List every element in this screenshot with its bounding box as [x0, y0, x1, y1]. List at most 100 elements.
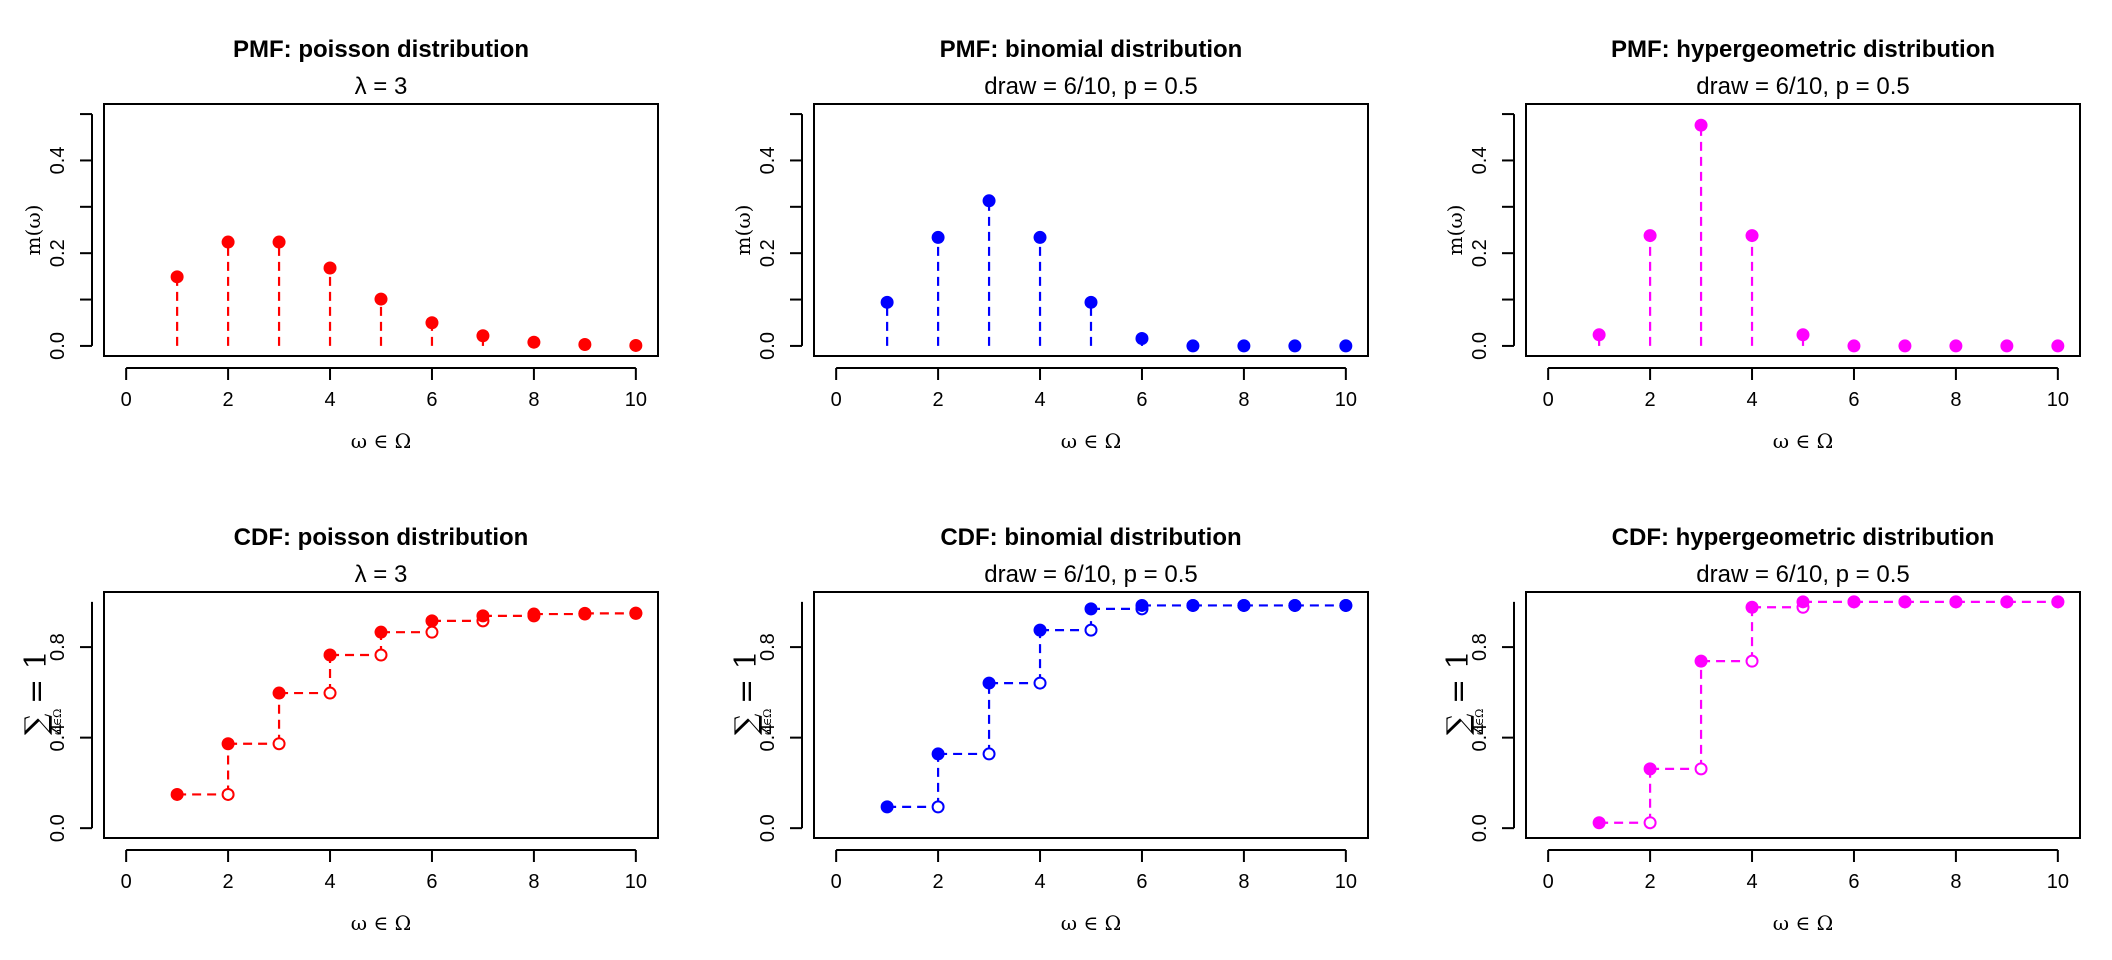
x-tick-label: 8: [528, 389, 539, 411]
data-point: [1288, 339, 1302, 353]
data-point: [476, 329, 490, 343]
open-point: [374, 648, 388, 662]
chart-panel-1: PMF: poisson distribution λ = 3 0 2 4 6 8 10 ω ∈…: [21, 36, 659, 453]
chart-panel-6: CDF: hypergeometric distribution draw = 6…: [1441, 524, 2081, 935]
y-tick-label: 0.0: [1469, 814, 1491, 842]
y-tick-label: 0.4: [47, 147, 69, 175]
x-tick-label: 2: [933, 389, 944, 411]
data-point: [629, 338, 643, 352]
data-point: [1796, 328, 1810, 342]
y-axis-label: m(ω): [1443, 205, 1467, 256]
data-point: [1135, 598, 1149, 612]
y-axis-label-subscript: ω∈Ω: [51, 709, 64, 735]
x-tick-label: 6: [1136, 871, 1147, 893]
plot-frame: [813, 103, 1369, 357]
data-point: [1745, 229, 1759, 243]
data-point: [982, 194, 996, 208]
x-tick-label: 8: [1950, 389, 1961, 411]
data-point: [1135, 332, 1149, 346]
plot-frame: [813, 591, 1369, 839]
chart-title: CDF: hypergeometric distribution: [1612, 524, 1995, 551]
x-tick-label: 2: [223, 389, 234, 411]
x-tick-label: 6: [1136, 389, 1147, 411]
data-point: [1898, 339, 1912, 353]
chart-subtitle: draw = 6/10, p = 0.5: [1696, 561, 1909, 588]
data-point: [2000, 595, 2014, 609]
y-tick-label: 0.2: [47, 239, 69, 267]
x-tick-label: 8: [1238, 871, 1249, 893]
x-tick-label: 2: [933, 871, 944, 893]
open-point: [1694, 762, 1708, 776]
data-point: [323, 648, 337, 662]
data-point: [2051, 595, 2065, 609]
chart-title: PMF: binomial distribution: [940, 36, 1243, 63]
chart-title: PMF: hypergeometric distribution: [1611, 36, 1995, 63]
chart-panel-3: PMF: hypergeometric distribution draw = 6…: [1443, 36, 2081, 453]
x-tick-label: 0: [831, 389, 842, 411]
data-point: [221, 737, 235, 751]
data-point: [931, 747, 945, 761]
y-axis-label: ∑ = 1ω∈Ω: [729, 650, 774, 735]
x-tick-label: 4: [324, 871, 335, 893]
chart-subtitle: λ = 3: [355, 561, 408, 588]
y-tick-label: 0.4: [1469, 147, 1491, 175]
x-tick-label: 8: [1238, 389, 1249, 411]
x-tick-label: 8: [1950, 871, 1961, 893]
x-tick-label: 2: [1645, 871, 1656, 893]
x-tick-label: 4: [1034, 871, 1045, 893]
data-point: [2051, 339, 2065, 353]
data-point: [1694, 654, 1708, 668]
open-point: [323, 686, 337, 700]
data-point: [1033, 623, 1047, 637]
data-point: [1339, 598, 1353, 612]
data-point: [1796, 595, 1810, 609]
x-tick-label: 10: [1335, 389, 1357, 411]
x-tick-label: 6: [426, 871, 437, 893]
y-tick-label: 0.0: [757, 332, 779, 360]
y-axis-label-sum: ∑ = 1: [729, 650, 764, 735]
chart-title: CDF: binomial distribution: [940, 524, 1241, 551]
y-tick-label: 0.8: [757, 633, 779, 661]
data-point: [982, 676, 996, 690]
data-point: [1033, 230, 1047, 244]
data-point: [323, 261, 337, 275]
open-point: [221, 787, 235, 801]
x-tick-label: 4: [1746, 871, 1757, 893]
y-axis-label: m(ω): [731, 205, 755, 256]
data-point: [1084, 602, 1098, 616]
chart-subtitle: draw = 6/10, p = 0.5: [984, 561, 1197, 588]
x-tick-label: 6: [426, 389, 437, 411]
x-tick-label: 10: [625, 871, 647, 893]
data-point: [880, 295, 894, 309]
data-point: [1898, 595, 1912, 609]
data-point: [1592, 328, 1606, 342]
y-tick-label: 0.4: [47, 724, 69, 752]
x-tick-label: 10: [1335, 871, 1357, 893]
x-tick-label: 6: [1848, 389, 1859, 411]
y-tick-label: 0.8: [47, 633, 69, 661]
data-point: [374, 292, 388, 306]
data-point: [1847, 595, 1861, 609]
x-tick-label: 4: [1034, 389, 1045, 411]
x-tick-label: 8: [528, 871, 539, 893]
x-tick-label: 10: [625, 389, 647, 411]
y-tick-label: 0.2: [1469, 239, 1491, 267]
x-axis-label: ω ∈ Ω: [351, 429, 411, 453]
x-tick-label: 2: [1645, 389, 1656, 411]
x-tick-label: 4: [324, 389, 335, 411]
chart-subtitle: λ = 3: [355, 73, 408, 100]
x-tick-label: 0: [121, 389, 132, 411]
y-axis-label: ∑ = 1ω∈Ω: [1441, 650, 1486, 735]
y-tick-label: 0.0: [1469, 332, 1491, 360]
y-tick-label: 0.2: [757, 239, 779, 267]
y-tick-label: 0.8: [1469, 633, 1491, 661]
data-point: [931, 230, 945, 244]
data-point: [425, 614, 439, 628]
chart-title: PMF: poisson distribution: [233, 36, 529, 63]
chart-panel-4: CDF: poisson distribution λ = 3 0 2 4 6 8 10 ω ∈…: [19, 524, 659, 935]
data-point: [2000, 339, 2014, 353]
chart-subtitle: draw = 6/10, p = 0.5: [1696, 73, 1909, 100]
y-tick-label: 0.0: [47, 332, 69, 360]
open-point: [1745, 654, 1759, 668]
